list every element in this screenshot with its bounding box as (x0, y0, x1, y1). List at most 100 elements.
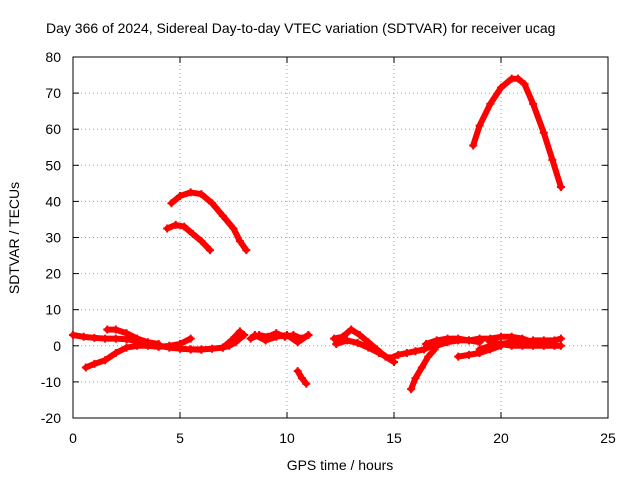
data-point (417, 363, 426, 372)
data-point (227, 336, 236, 345)
data-point (176, 191, 184, 200)
chart-title: Day 366 of 2024, Sidereal Day-to-day VTE… (46, 20, 555, 36)
data-point (188, 229, 197, 238)
data-point (355, 330, 364, 339)
series-arc-e (168, 189, 250, 254)
data-point (180, 222, 189, 231)
data-point (103, 325, 112, 334)
data-point (208, 344, 217, 353)
data-point (250, 330, 259, 339)
data-point (101, 356, 110, 365)
data-point (235, 327, 244, 336)
data-point (81, 363, 90, 372)
y-tick-label: -10 (41, 374, 61, 390)
data-point (69, 330, 77, 339)
data-point (90, 333, 99, 342)
data-point (385, 354, 394, 363)
data-point (556, 334, 565, 343)
data-point (272, 332, 281, 341)
data-point (111, 349, 120, 358)
data-point (111, 325, 120, 334)
y-tick-label: 60 (45, 121, 61, 137)
data-point (186, 345, 195, 354)
y-tick-label: 50 (45, 157, 61, 173)
data-point (529, 99, 538, 108)
data-point (497, 332, 505, 341)
x-tick-label: 0 (69, 430, 77, 446)
data-point (475, 334, 484, 343)
data-point (486, 99, 495, 108)
data-point (330, 334, 339, 343)
data-point (454, 352, 463, 361)
data-point (122, 329, 131, 338)
ticks: 0 5 10 15 20 25 -20 -10 0 10 20 30 40 50 60 70 80 (41, 49, 616, 446)
x-tick-label: 25 (600, 430, 616, 446)
data-point (297, 374, 306, 383)
data-point (205, 246, 214, 255)
data-point (304, 330, 313, 339)
y-tick-label: 70 (45, 85, 61, 101)
y-axis-label: SDTVAR / TECUs (6, 182, 22, 294)
data-point (364, 343, 373, 352)
data-point (229, 224, 238, 233)
data-point (539, 128, 548, 137)
data-point (556, 182, 565, 191)
data-point (242, 246, 251, 255)
x-tick-label: 20 (493, 430, 509, 446)
data-point (342, 336, 351, 345)
data-point (261, 336, 270, 345)
data-point (90, 359, 99, 368)
data-point (197, 237, 206, 246)
data-point (443, 338, 452, 347)
grid (73, 57, 608, 418)
data-point (454, 336, 463, 345)
data-point (111, 334, 120, 343)
x-tick-label: 5 (176, 430, 184, 446)
data-point (419, 345, 428, 354)
data-point (464, 336, 473, 345)
data-point (529, 341, 538, 350)
data-point (133, 334, 142, 343)
data-point (167, 199, 176, 208)
data-point (375, 349, 384, 358)
data-point (469, 141, 478, 150)
data-point (548, 155, 557, 164)
data-point (353, 338, 362, 347)
data-point (101, 334, 110, 343)
data-point (163, 224, 172, 233)
x-tick-label: 15 (386, 430, 402, 446)
data-point (143, 338, 152, 347)
data-point (475, 345, 484, 354)
data-point (176, 339, 184, 348)
data-point (283, 330, 291, 339)
data-point (475, 121, 484, 130)
data-point (293, 338, 302, 347)
data-point (154, 339, 163, 348)
data-point (422, 339, 431, 348)
data-point (197, 345, 206, 354)
y-tick-label: 40 (45, 193, 61, 209)
y-tick-label: -20 (41, 410, 61, 426)
data-point (240, 330, 249, 339)
series-arc-n (408, 346, 438, 393)
data-point (218, 211, 227, 220)
y-tick-label: 20 (45, 266, 61, 282)
data-point (332, 339, 341, 348)
data-point (514, 74, 523, 83)
data-point (402, 349, 411, 358)
data-point (293, 367, 302, 376)
data-point (186, 188, 195, 197)
x-tick-label: 10 (279, 430, 295, 446)
data-point (165, 341, 174, 350)
data-point (407, 385, 416, 394)
data-point (497, 83, 505, 92)
data-point (186, 334, 195, 343)
data-point (556, 341, 565, 350)
data-point (197, 190, 206, 199)
data-point (235, 237, 244, 246)
series-arc-l (333, 337, 393, 362)
data-point (432, 341, 441, 350)
data-point (171, 220, 180, 229)
data-point (424, 352, 433, 361)
